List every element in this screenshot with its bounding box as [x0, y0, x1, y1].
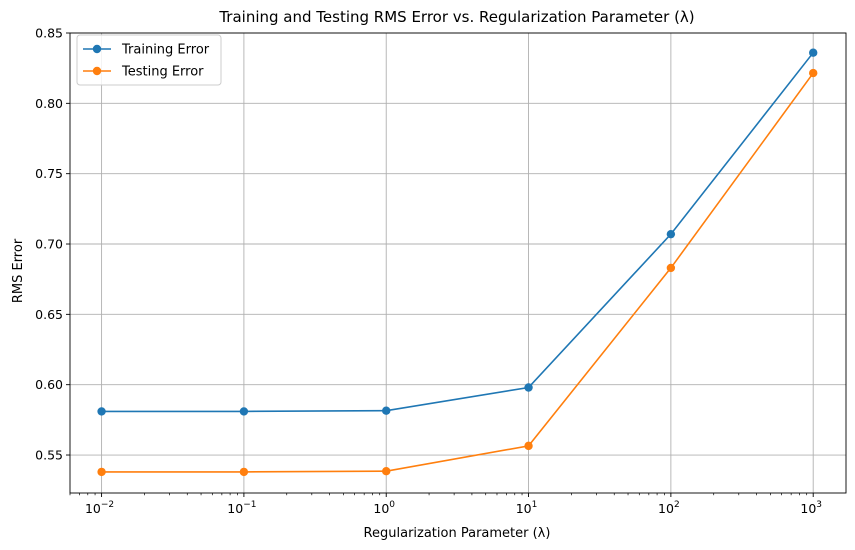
y-tick-label: 0.80 [35, 96, 63, 111]
x-tick-label: 101 [516, 500, 538, 516]
data-point-testing-error [239, 467, 249, 477]
y-axis-label: RMS Error [11, 238, 26, 303]
series-line-testing-error [101, 72, 814, 473]
x-tick-label: 10−2 [85, 500, 114, 516]
x-tick-label: 10−1 [227, 500, 256, 516]
data-point-training-error [524, 383, 533, 392]
y-tick-label: 0.65 [35, 307, 63, 322]
y-tick-label: 0.85 [35, 26, 63, 41]
x-tick-label: 103 [800, 500, 822, 516]
data-point-training-error [97, 407, 106, 416]
plot-frame [69, 32, 847, 494]
series-layer [97, 48, 818, 477]
legend-marker-testing-error [92, 66, 102, 76]
data-point-training-error [239, 407, 249, 416]
legend-marker-training-error [92, 44, 102, 54]
data-point-testing-error [97, 467, 106, 477]
y-tick-label: 0.75 [35, 166, 63, 181]
legend-box [76, 34, 222, 86]
series-line-training-error [101, 52, 814, 413]
chart-title: Training and Testing RMS Error vs. Regul… [218, 8, 694, 26]
data-point-testing-error [524, 441, 533, 451]
x-tick-label: 100 [373, 500, 395, 516]
legend-label-testing-error: Testing Error [121, 65, 204, 80]
y-tick-label: 0.60 [35, 377, 63, 392]
data-point-testing-error [382, 466, 391, 476]
legend: Training Error Testing Error [76, 34, 222, 86]
data-point-training-error [809, 48, 818, 57]
y-tick-label: 0.70 [35, 237, 63, 252]
x-tick-label: 102 [658, 500, 680, 516]
data-point-training-error [382, 406, 391, 415]
axis-ticks: 10−2 10−1 100 101 102 103 0.55 0.60 0.65 0.70 0.75… [35, 26, 822, 517]
data-point-training-error [666, 229, 676, 239]
grid-lines [70, 32, 846, 493]
y-tick-label: 0.55 [35, 448, 63, 463]
data-point-testing-error [666, 263, 676, 273]
legend-label-training-error: Training Error [121, 43, 210, 58]
data-point-testing-error [809, 68, 818, 78]
x-axis-label: Regularization Parameter (λ) [364, 526, 551, 541]
